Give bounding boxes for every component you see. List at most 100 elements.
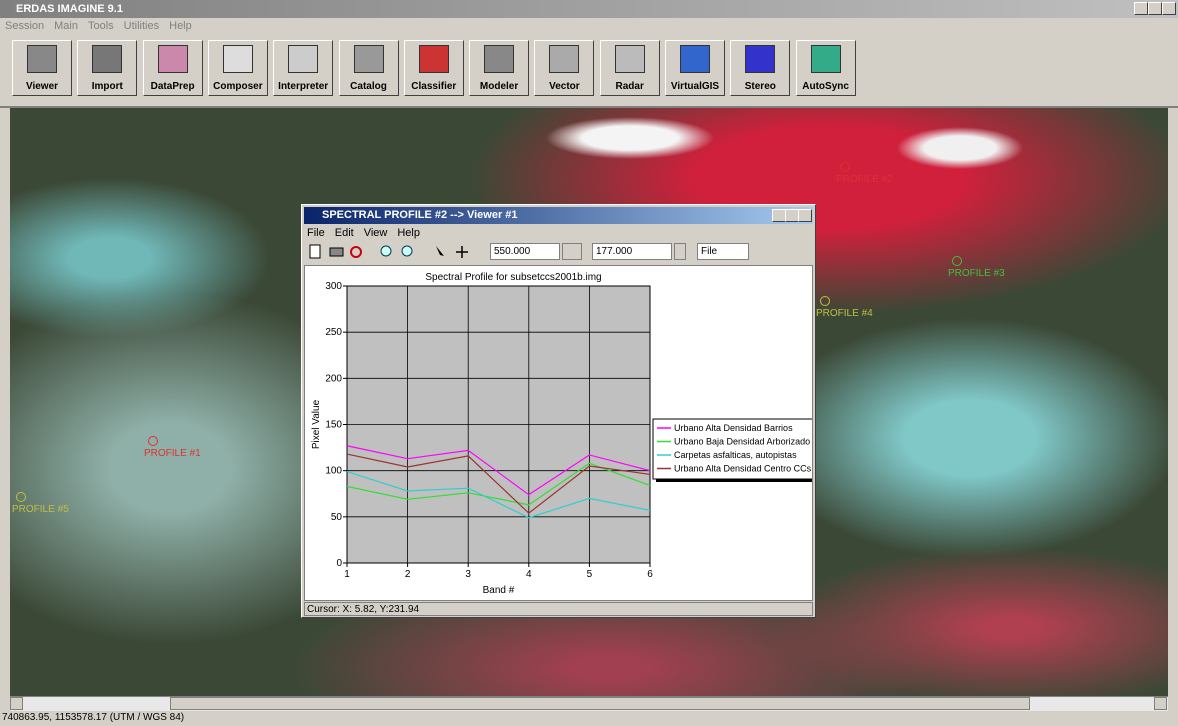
horizontal-scrollbar[interactable] (10, 696, 1168, 711)
close[interactable] (798, 209, 812, 222)
legend-label: Urbano Baja Densidad Arborizado (674, 437, 810, 447)
minimize[interactable] (1134, 2, 1148, 15)
y-tick-label: 300 (325, 281, 342, 292)
toolbar-icon (484, 45, 515, 73)
toolbar-button[interactable]: AutoSync (795, 40, 856, 96)
vertical-scrollbar[interactable] (1168, 108, 1178, 710)
scroll-thumb[interactable] (170, 697, 1030, 710)
menu-item[interactable]: Help (397, 227, 420, 239)
y-spinner[interactable] (674, 243, 686, 260)
select-icon[interactable] (436, 246, 444, 256)
toolbar-label: Modeler (479, 81, 519, 92)
toolbar-button[interactable]: Viewer (12, 40, 72, 96)
print-icon[interactable] (329, 247, 344, 257)
profile-label: PROFILE #4 (816, 308, 873, 319)
menu-item[interactable]: Edit (334, 227, 354, 239)
toolbar-icon (680, 45, 710, 73)
toolbar-button[interactable]: DataPrep (142, 40, 203, 96)
minimize[interactable] (772, 209, 786, 222)
menu-item[interactable]: File (307, 227, 325, 239)
menu-item[interactable]: View (363, 227, 388, 239)
y-field[interactable]: 177.000 (592, 243, 672, 260)
toolbar-button[interactable]: Stereo (730, 40, 791, 96)
menu-item[interactable]: Tools (87, 20, 114, 32)
toolbar-label: Import (91, 81, 123, 92)
toolbar-icon (549, 45, 580, 73)
menu-item[interactable]: Session (5, 20, 45, 32)
toolbar-label: DataPrep (150, 81, 195, 92)
crosshair-icon[interactable] (456, 246, 468, 258)
maximize[interactable] (1148, 2, 1162, 15)
chart-title: Spectral Profile for subsetccs2001b.img (425, 272, 601, 283)
legend-label: Urbano Alta Densidad Centro CCs (674, 464, 812, 474)
menu-item[interactable]: Help (169, 20, 192, 32)
window-tools (309, 244, 468, 259)
toolbar-button[interactable]: Catalog (338, 40, 399, 96)
legend-label: Carpetas asfalticas, autopistas (674, 450, 797, 460)
menu-item[interactable]: Main (54, 20, 78, 32)
scroll-left[interactable] (10, 697, 23, 710)
toolbar-label: Radar (615, 81, 644, 92)
window-menu: File Edit View Help (302, 225, 425, 241)
x-tick-label: 3 (465, 569, 471, 580)
profile-label: PROFILE #5 (12, 504, 69, 515)
x-tick-label: 2 (405, 569, 411, 580)
toolbar-button[interactable]: Composer (207, 40, 268, 96)
toolbar-button[interactable]: VirtualGIS (665, 40, 725, 96)
window-title: SPECTRAL PROFILE #2 --> Viewer #1 (304, 207, 813, 224)
x-tick-label: 5 (587, 569, 593, 580)
series-line (346, 471, 651, 519)
toolbar-button[interactable]: Modeler (469, 40, 530, 96)
close[interactable] (1162, 2, 1176, 15)
y-axis-label: Pixel Value (311, 399, 322, 449)
toolbar: Viewer Import DataPrep Composer Interpreter C… (0, 34, 1178, 108)
zoom-in-icon[interactable] (380, 245, 392, 257)
x-tick-label: 4 (526, 569, 532, 580)
toolbar-button[interactable]: Radar (599, 40, 660, 96)
x-tick-label: 6 (647, 569, 653, 580)
x-spinner[interactable] (562, 243, 582, 260)
toolbar-icon (810, 45, 841, 73)
series-line (346, 453, 651, 514)
maximize[interactable] (785, 209, 799, 222)
window-status: Cursor: X: 5.82, Y:231.94 (304, 602, 813, 616)
spectral-profile-window: SPECTRAL PROFILE #2 --> Viewer #1 File Ed… (301, 204, 818, 618)
toolbar-icon (157, 45, 188, 73)
toolbar-label: Classifier (411, 81, 457, 92)
legend-label: Urbano Alta Densidad Barrios (674, 423, 793, 433)
toolbar-label: AutoSync (802, 81, 849, 92)
toolbar-icon (222, 45, 253, 73)
profile-label: PROFILE #3 (948, 268, 1005, 279)
profile-marker (840, 162, 850, 172)
toolbar-icon (353, 45, 384, 73)
toolbar-button[interactable]: Vector (534, 40, 595, 96)
toolbar-label: Viewer (25, 81, 59, 92)
scroll-right[interactable] (1154, 697, 1167, 710)
toolbar-label: Stereo (744, 81, 776, 92)
toolbar-button[interactable]: Import (77, 40, 138, 96)
y-tick-label: 50 (331, 512, 343, 523)
profile-label: PROFILE #2 (836, 174, 893, 185)
chart-panel: Spectral Profile for subsetccs2001b.img 0… (304, 265, 818, 601)
profile-marker (16, 492, 26, 502)
toolbar-icon (745, 45, 776, 73)
toolbar-button[interactable]: Classifier (403, 40, 464, 96)
toolbar-icon (92, 45, 123, 73)
toolbar-label: VirtualGIS (670, 81, 720, 92)
menu-item[interactable]: Utilities (123, 20, 160, 32)
app-title: ERDAS IMAGINE 9.1 (16, 3, 123, 15)
x-field[interactable]: 550.000 (490, 243, 560, 260)
x-axis-label: Band # (483, 585, 515, 596)
profile-marker (952, 256, 962, 266)
toolbar-button[interactable]: Interpreter (273, 40, 334, 96)
new-icon[interactable] (309, 244, 321, 259)
zoom-out-icon[interactable] (401, 245, 413, 257)
output-select[interactable]: File (697, 243, 749, 260)
profile-marker (148, 436, 158, 446)
toolbar-label: Vector (549, 81, 580, 92)
clear-icon[interactable] (350, 246, 362, 258)
y-tick-label: 200 (325, 373, 342, 384)
series-line (346, 445, 651, 496)
y-tick-label: 250 (325, 327, 342, 338)
